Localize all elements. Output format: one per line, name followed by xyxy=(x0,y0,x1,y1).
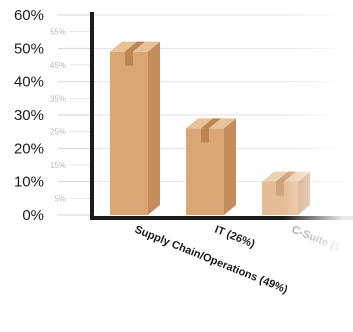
bars xyxy=(110,41,310,215)
bar-tape-front xyxy=(276,181,284,196)
bar-box xyxy=(186,118,236,215)
bar xyxy=(186,128,224,215)
bar xyxy=(110,51,148,215)
x-axis-labels: Supply Chain/Operations (49%)IT (26%) C-S… xyxy=(133,224,342,297)
y-tick-minor-label: 35% xyxy=(50,94,66,103)
y-tick-label: 30% xyxy=(14,107,44,124)
y-tick-minor-label: 5% xyxy=(54,194,66,203)
y-tick-label: 0% xyxy=(22,207,44,224)
y-tick-minor-label: 55% xyxy=(50,28,66,37)
y-axis-ticks: 0% 10% 20% 30% 40% 50% 60% 5% 15% 25% 35% 45% 55% xyxy=(14,7,66,224)
x-tick-label: C-Suite (1 xyxy=(290,224,342,254)
x-tick-label: IT (26%) xyxy=(213,224,257,251)
bar-tape-front xyxy=(201,128,209,143)
bar-side xyxy=(224,118,236,215)
y-tick-label: 20% xyxy=(14,140,44,157)
bar-tape xyxy=(125,41,145,52)
bar-tape-front xyxy=(125,51,133,66)
y-tick-label: 50% xyxy=(14,40,44,57)
y-tick-label: 60% xyxy=(14,7,44,24)
bar-side xyxy=(148,41,160,215)
y-tick-label: 10% xyxy=(14,174,44,191)
y-tick-label: 40% xyxy=(14,74,44,91)
y-tick-minor-label: 15% xyxy=(50,161,66,170)
bar-box xyxy=(262,171,310,215)
y-tick-minor-label: 25% xyxy=(50,128,66,137)
x-tick-label: Supply Chain/Operations (49%) xyxy=(133,224,290,297)
y-tick-minor-label: 45% xyxy=(50,61,66,70)
bar-tape xyxy=(201,118,221,129)
bar-box xyxy=(110,41,160,215)
